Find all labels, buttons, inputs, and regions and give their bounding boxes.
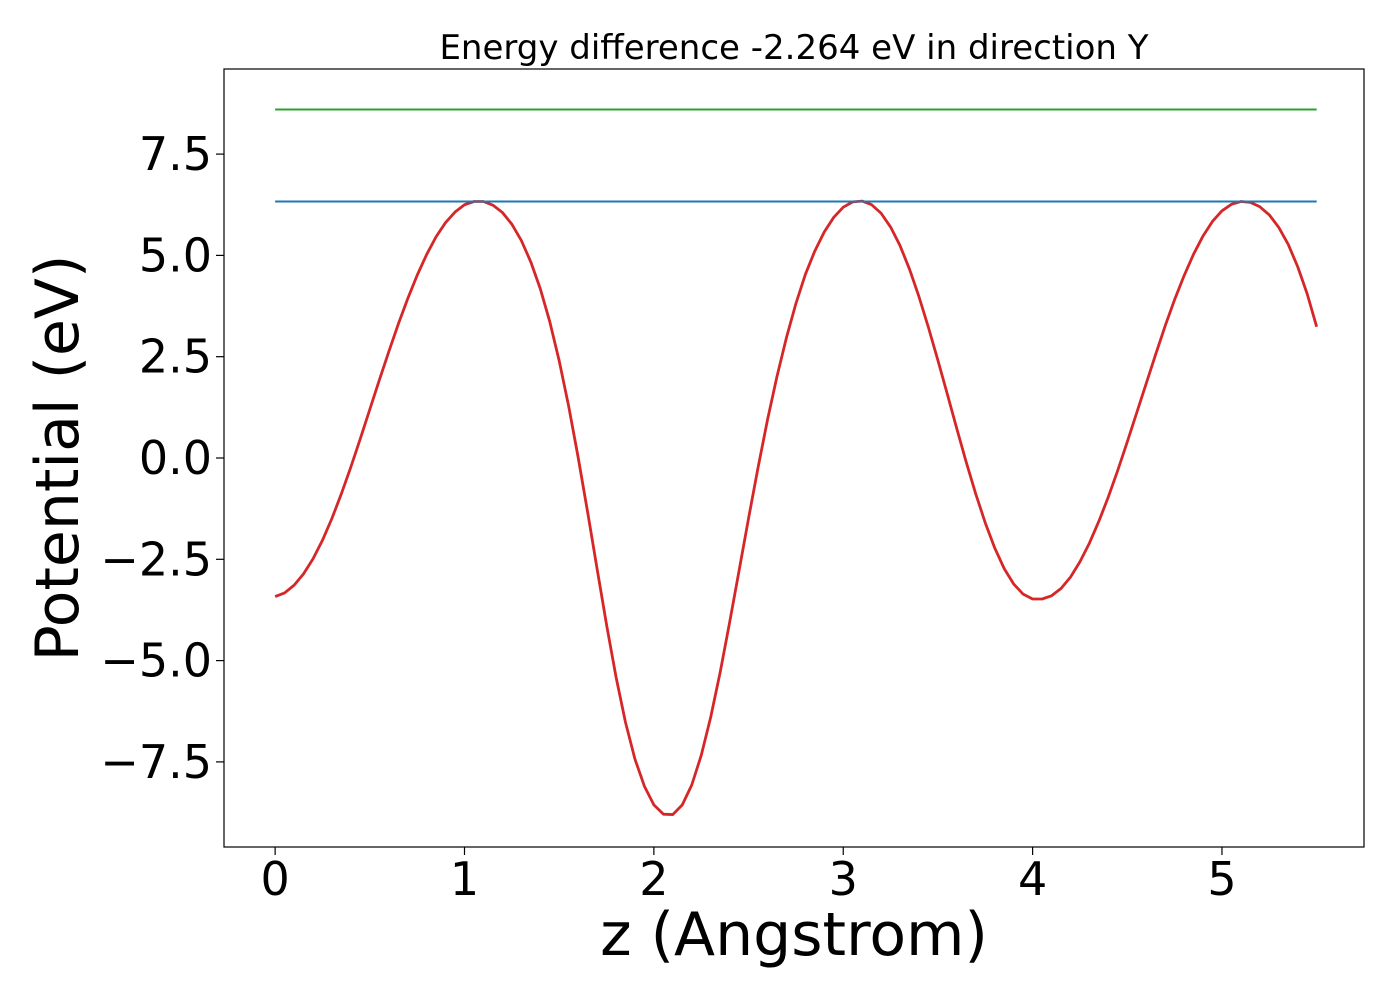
x-tick-label: 1 <box>450 852 479 906</box>
y-tick-label: 5.0 <box>139 228 212 282</box>
y-tick-label: 2.5 <box>139 330 212 384</box>
x-tick-label: 0 <box>260 852 289 906</box>
x-tick-label: 4 <box>1018 852 1047 906</box>
y-tick-label: −7.5 <box>100 735 212 789</box>
y-axis-label: Potential (eV) <box>23 255 93 662</box>
y-tick-label: −2.5 <box>100 532 212 586</box>
y-tick-label: 7.5 <box>139 127 212 181</box>
y-tick-label: −5.0 <box>100 634 212 688</box>
plot-area <box>223 68 1365 848</box>
plot-frame <box>223 68 1365 848</box>
x-tick-label: 5 <box>1207 852 1236 906</box>
x-axis-label: z (Angstrom) <box>600 900 988 970</box>
chart-title: Energy difference -2.264 eV in direction… <box>439 28 1148 68</box>
series-line-0 <box>274 199 1319 816</box>
series-layer <box>274 108 1319 816</box>
x-axis: 0 1 2 3 4 5 <box>260 847 1237 906</box>
x-tick-label: 2 <box>639 852 668 906</box>
y-axis: 7.5 5.0 2.5 0.0 −2.5 −5.0 −7.5 <box>100 127 224 789</box>
x-tick-label: 3 <box>829 852 858 906</box>
y-tick-label: 0.0 <box>139 431 212 485</box>
